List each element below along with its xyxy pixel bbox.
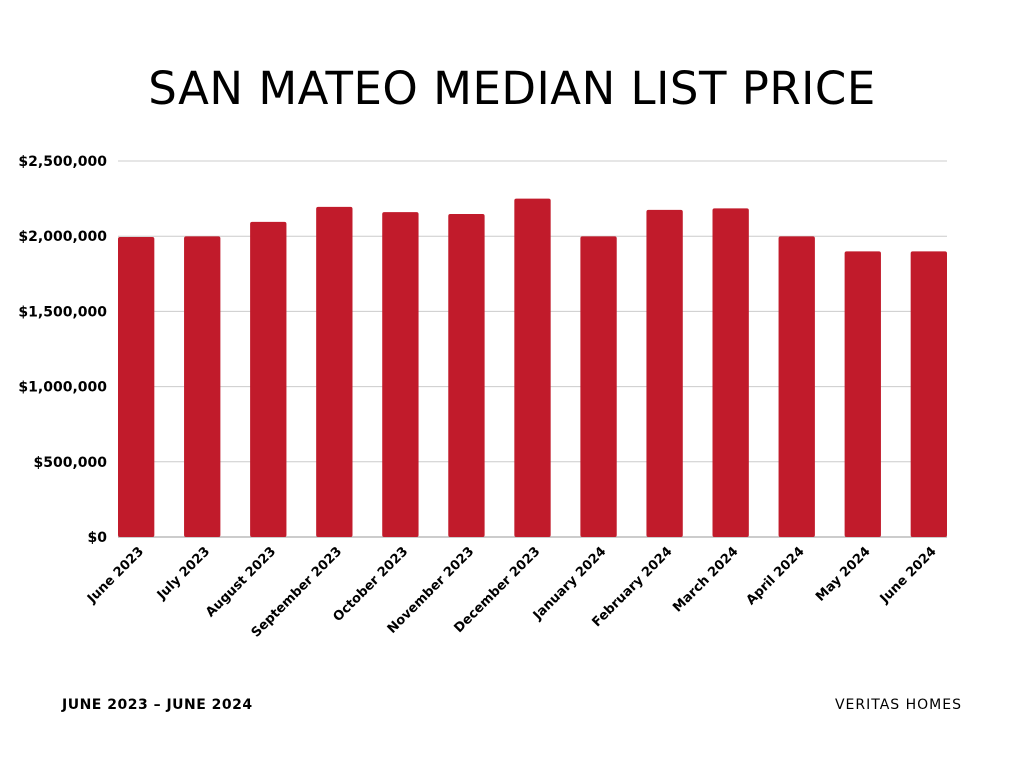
x-tick-label: June 2023: [84, 544, 147, 607]
bar: [118, 236, 155, 537]
bar: [778, 236, 815, 537]
bar: [316, 206, 353, 537]
y-tick-label: $2,500,000: [18, 154, 107, 170]
x-tick-label: March 2024: [670, 544, 741, 615]
y-tick-label: $1,500,000: [18, 304, 107, 320]
bar: [844, 251, 881, 538]
bar: [250, 221, 287, 538]
bar: [448, 213, 485, 537]
bar: [580, 236, 617, 537]
date-range-caption: JUNE 2023 – JUNE 2024: [62, 697, 253, 713]
bar: [184, 236, 221, 537]
y-tick-label: $500,000: [33, 455, 107, 471]
bar: [514, 198, 551, 537]
x-tick-label: August 2023: [203, 544, 279, 620]
x-tick-label: July 2023: [154, 544, 213, 603]
bars: [118, 198, 947, 538]
x-tick-label: April 2024: [744, 544, 808, 608]
bar: [646, 209, 683, 537]
brand-name: VERITAS HOMES: [834, 697, 962, 713]
chart-title: SAN MATEO MEDIAN LIST PRICE: [148, 62, 876, 115]
x-tick-label: May 2024: [813, 544, 873, 604]
x-tick-label: June 2024: [877, 544, 940, 607]
y-tick-label: $0: [88, 530, 108, 546]
y-tick-label: $2,000,000: [18, 229, 107, 245]
bar: [382, 212, 419, 538]
bar: [712, 208, 749, 537]
bar: [910, 251, 947, 538]
y-axis-ticks: $0 $500,000 $1,000,000 $1,500,000 $2,000,000…: [18, 154, 107, 546]
y-tick-label: $1,000,000: [18, 380, 107, 396]
